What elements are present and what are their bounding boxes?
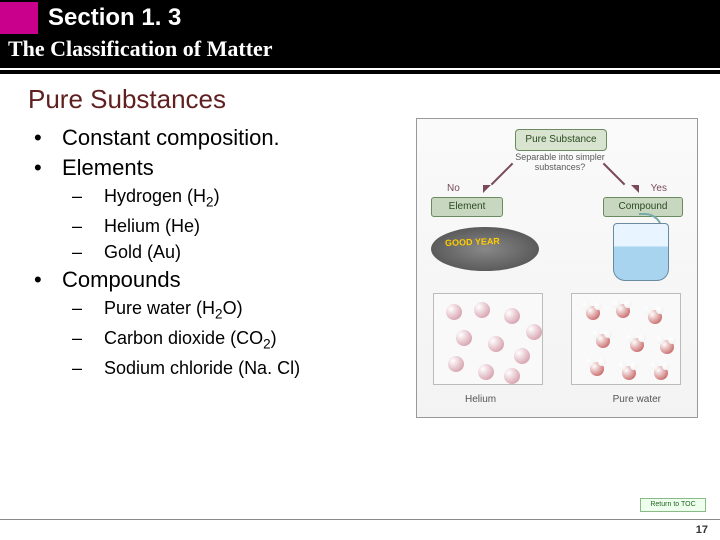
water-glass-image [613,223,669,281]
atom-icon [526,324,542,340]
atom-icon [478,364,494,380]
section-row: Section 1. 3 [0,2,720,34]
atom-icon [612,300,620,308]
helium-atoms-panel [433,293,543,385]
return-toc-button[interactable]: Return to TOC [640,498,706,512]
blimp-image [431,227,539,271]
atom-icon [514,348,530,364]
atom-icon [586,358,594,366]
atom-icon [630,362,638,370]
atom-icon [624,300,632,308]
atom-icon [598,358,606,366]
element-box: Element [431,197,503,217]
atom-icon [448,356,464,372]
atom-icon [656,306,664,314]
atom-icon [638,334,646,342]
classification-diagram: Pure Substance Separable into simpler su… [416,118,698,418]
section-subtitle: The Classification of Matter [0,34,720,70]
slide-heading: Pure Substances [28,84,706,115]
pure-substance-box: Pure Substance [515,129,607,151]
arrow-right-icon [599,155,635,191]
slide-header: Section 1. 3 The Classification of Matte… [0,0,720,74]
atom-icon [668,336,676,344]
footer-divider [0,519,720,520]
helium-caption: Helium [465,394,496,405]
atom-icon [644,306,652,314]
atom-icon [446,304,462,320]
arrow-left-icon [487,155,523,191]
atom-icon [656,336,664,344]
atom-icon [650,362,658,370]
atom-icon [594,302,602,310]
atom-icon [504,308,520,324]
atom-icon [618,362,626,370]
atom-icon [504,368,520,384]
atom-icon [592,330,600,338]
water-caption: Pure water [613,394,661,405]
atom-icon [604,330,612,338]
atom-icon [582,302,590,310]
atom-icon [456,330,472,346]
atom-icon [626,334,634,342]
accent-block [0,2,38,34]
water-molecules-panel [571,293,681,385]
blimp-text: GOOD YEAR [445,236,500,248]
atom-icon [488,336,504,352]
yes-label: Yes [651,183,667,194]
section-title: Section 1. 3 [38,4,181,32]
atom-icon [662,362,670,370]
atom-icon [474,302,490,318]
page-number: 17 [696,524,708,536]
no-label: No [447,183,460,194]
